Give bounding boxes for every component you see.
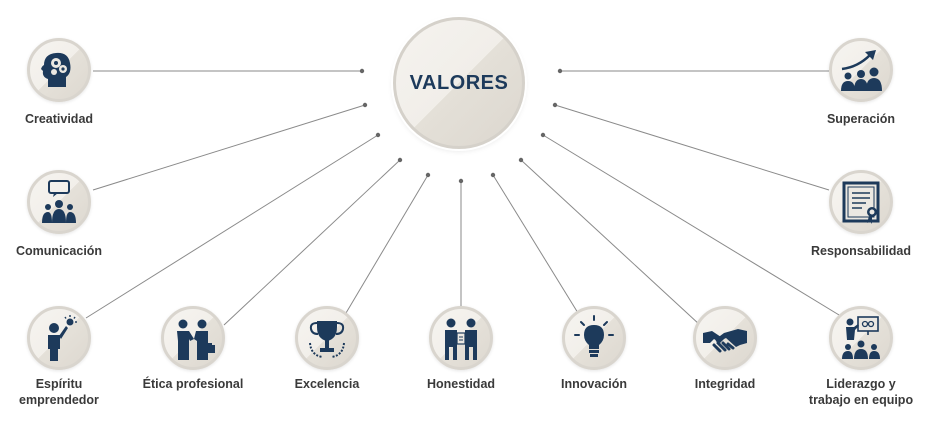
people-speech-bubble-icon [42, 180, 76, 223]
group-growth-arrow-icon [841, 50, 882, 91]
connector-line-integridad [520, 159, 701, 326]
node-excelencia [295, 306, 359, 370]
label-espiritu-emprendedor: Espíritu emprendedor [19, 377, 99, 407]
connector-line-innovacion [492, 174, 579, 314]
team-presentation-icon [842, 316, 880, 359]
connector-line-liderazgo [542, 134, 845, 319]
connector-dot-creatividad [359, 68, 365, 74]
connector-dot-integridad [518, 157, 524, 163]
certificate-icon [842, 181, 880, 224]
label-innovacion: Innovación [561, 377, 627, 391]
connector-line-espiritu [85, 134, 379, 319]
node-creatividad [27, 38, 91, 102]
node-comunicacion [27, 170, 91, 234]
node-etica [161, 306, 225, 370]
node-integridad [693, 306, 757, 370]
label-excelencia: Excelencia [294, 377, 360, 391]
label-honestidad: Honestidad [426, 377, 496, 391]
label-integridad: Integridad [694, 377, 756, 391]
trophy-icon [309, 321, 345, 358]
label-liderazgo-trabajo-en-equipo: Liderazgo y trabajo en equipo [808, 377, 914, 407]
node-superacion [829, 38, 893, 102]
person-lightbulb-icon [48, 315, 77, 361]
two-businessmen-icon [445, 318, 477, 360]
label-responsabilidad: Responsabilidad [810, 244, 912, 258]
connector-dot-espiritu [375, 132, 381, 138]
connector-line-etica [223, 159, 401, 326]
label-etica-profesional: Ética profesional [142, 377, 244, 391]
handshake-people-icon [177, 319, 215, 360]
connector-dot-comunicacion [362, 102, 368, 108]
connector-dot-superacion [557, 68, 563, 74]
lightbulb-icon [574, 315, 614, 357]
connector-line-comunicacion [92, 104, 366, 191]
handshake-icon [703, 329, 747, 353]
center-label: VALORES [409, 72, 509, 94]
head-gears-icon [41, 52, 71, 87]
connector-dot-liderazgo [540, 132, 546, 138]
connector-dot-innovacion [490, 172, 496, 178]
label-superacion: Superación [826, 112, 896, 126]
node-innovacion [562, 306, 626, 370]
center-valores-circle: VALORES [393, 17, 525, 149]
node-responsabilidad [829, 170, 893, 234]
label-creatividad: Creatividad [24, 112, 94, 126]
connector-dot-excelencia [425, 172, 431, 178]
connector-dot-responsabilidad [552, 102, 558, 108]
connector-dot-honestidad [458, 178, 464, 184]
node-espiritu [27, 306, 91, 370]
node-liderazgo [829, 306, 893, 370]
connector-dot-etica [397, 157, 403, 163]
label-comunicacion: Comunicación [15, 244, 103, 258]
connector-line-responsabilidad [554, 104, 830, 191]
connector-line-excelencia [345, 174, 429, 314]
node-honestidad [429, 306, 493, 370]
